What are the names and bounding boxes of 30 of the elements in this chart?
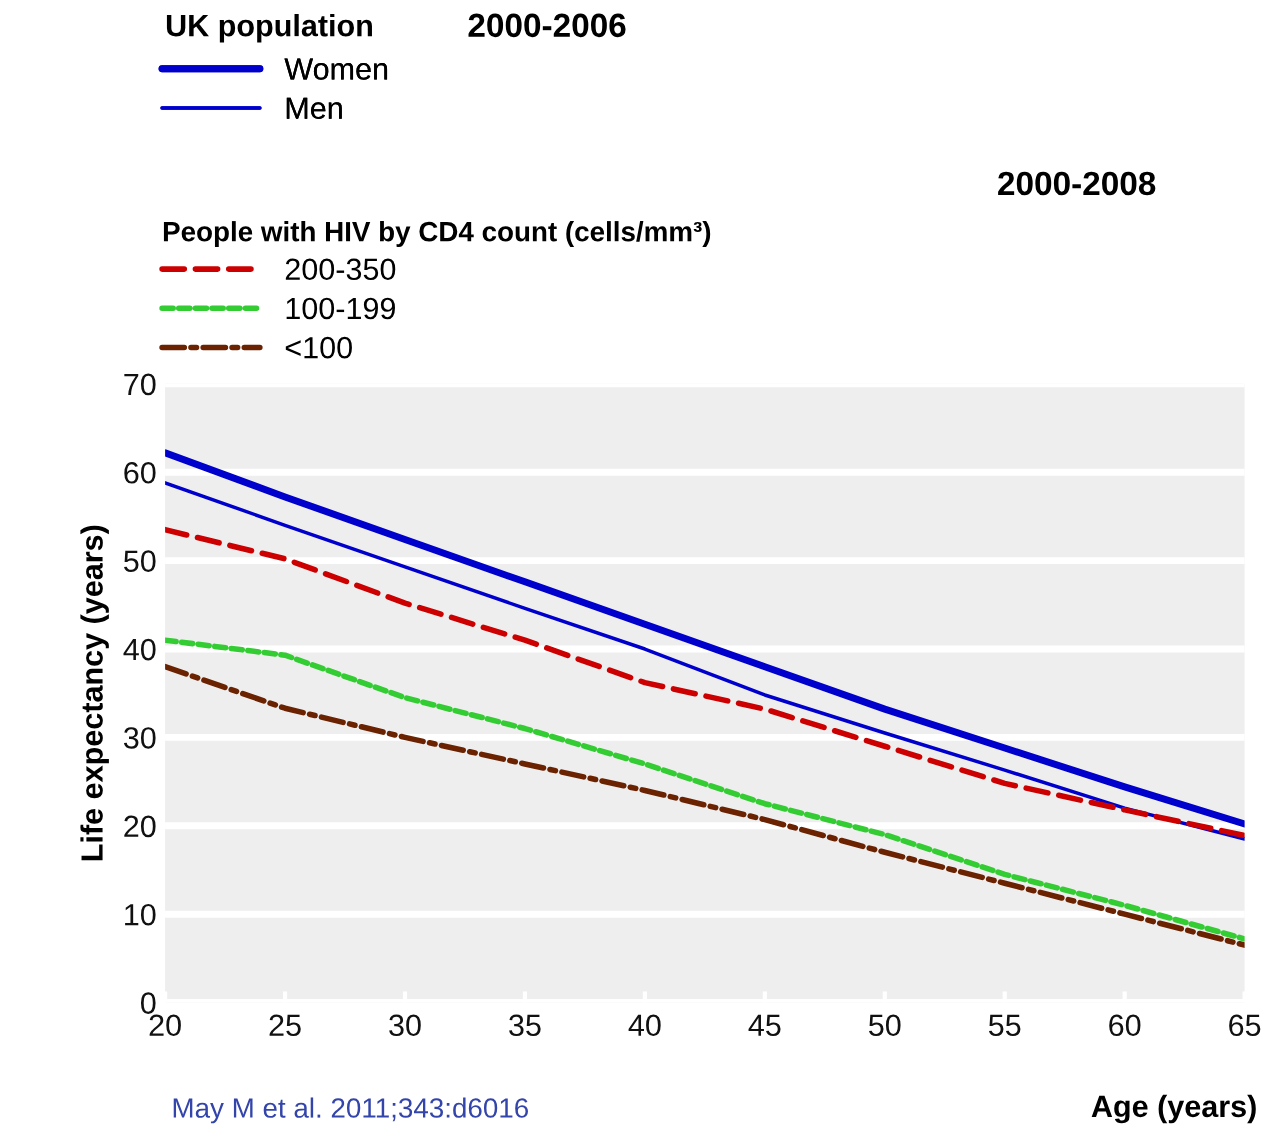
x-tick-label: 35	[509, 1014, 541, 1037]
text: 2000-2008	[998, 171, 1156, 196]
legend-label: <100	[285, 336, 352, 359]
y-tick-label: 40	[123, 638, 156, 661]
legend-title: People with HIV by CD4 count (cells/mm³)	[163, 221, 711, 247]
y-tick-label: 10	[125, 903, 156, 926]
x-tick-label: 45	[748, 1014, 781, 1037]
y-tick-label: 50	[124, 550, 156, 572]
y-tick-label: 60	[124, 461, 156, 484]
y-tick-label: 70	[124, 373, 156, 396]
y-tick-label: 30	[123, 727, 156, 749]
x-tick-label: 50	[869, 1014, 901, 1037]
legend-label: Women	[284, 58, 388, 80]
legend-label: Men	[286, 97, 342, 119]
x-tick-label: 20	[149, 1014, 181, 1037]
x-tick-label: 60	[1109, 1014, 1141, 1037]
x-tick-label: 65	[1229, 1014, 1261, 1037]
y-tick-label: 0	[140, 992, 156, 1014]
x-tick-label: 40	[628, 1014, 661, 1037]
legend-label: 200-350	[285, 258, 396, 281]
x-tick-label: 55	[988, 1014, 1021, 1037]
text: May M et al. 2011;343:d6016	[173, 1097, 528, 1124]
chart-subtitle: 2000-2006	[468, 13, 626, 38]
y-tick-label: 20	[124, 815, 156, 838]
x-axis-title: Age (years)	[1091, 1094, 1256, 1124]
legend-label: 100-199	[286, 297, 395, 320]
y-axis-title: Life expectancy (years)	[80, 525, 109, 861]
x-tick-label: 30	[389, 1014, 421, 1037]
chart-title: UK population	[166, 13, 372, 43]
x-tick-label: 25	[269, 1014, 301, 1037]
